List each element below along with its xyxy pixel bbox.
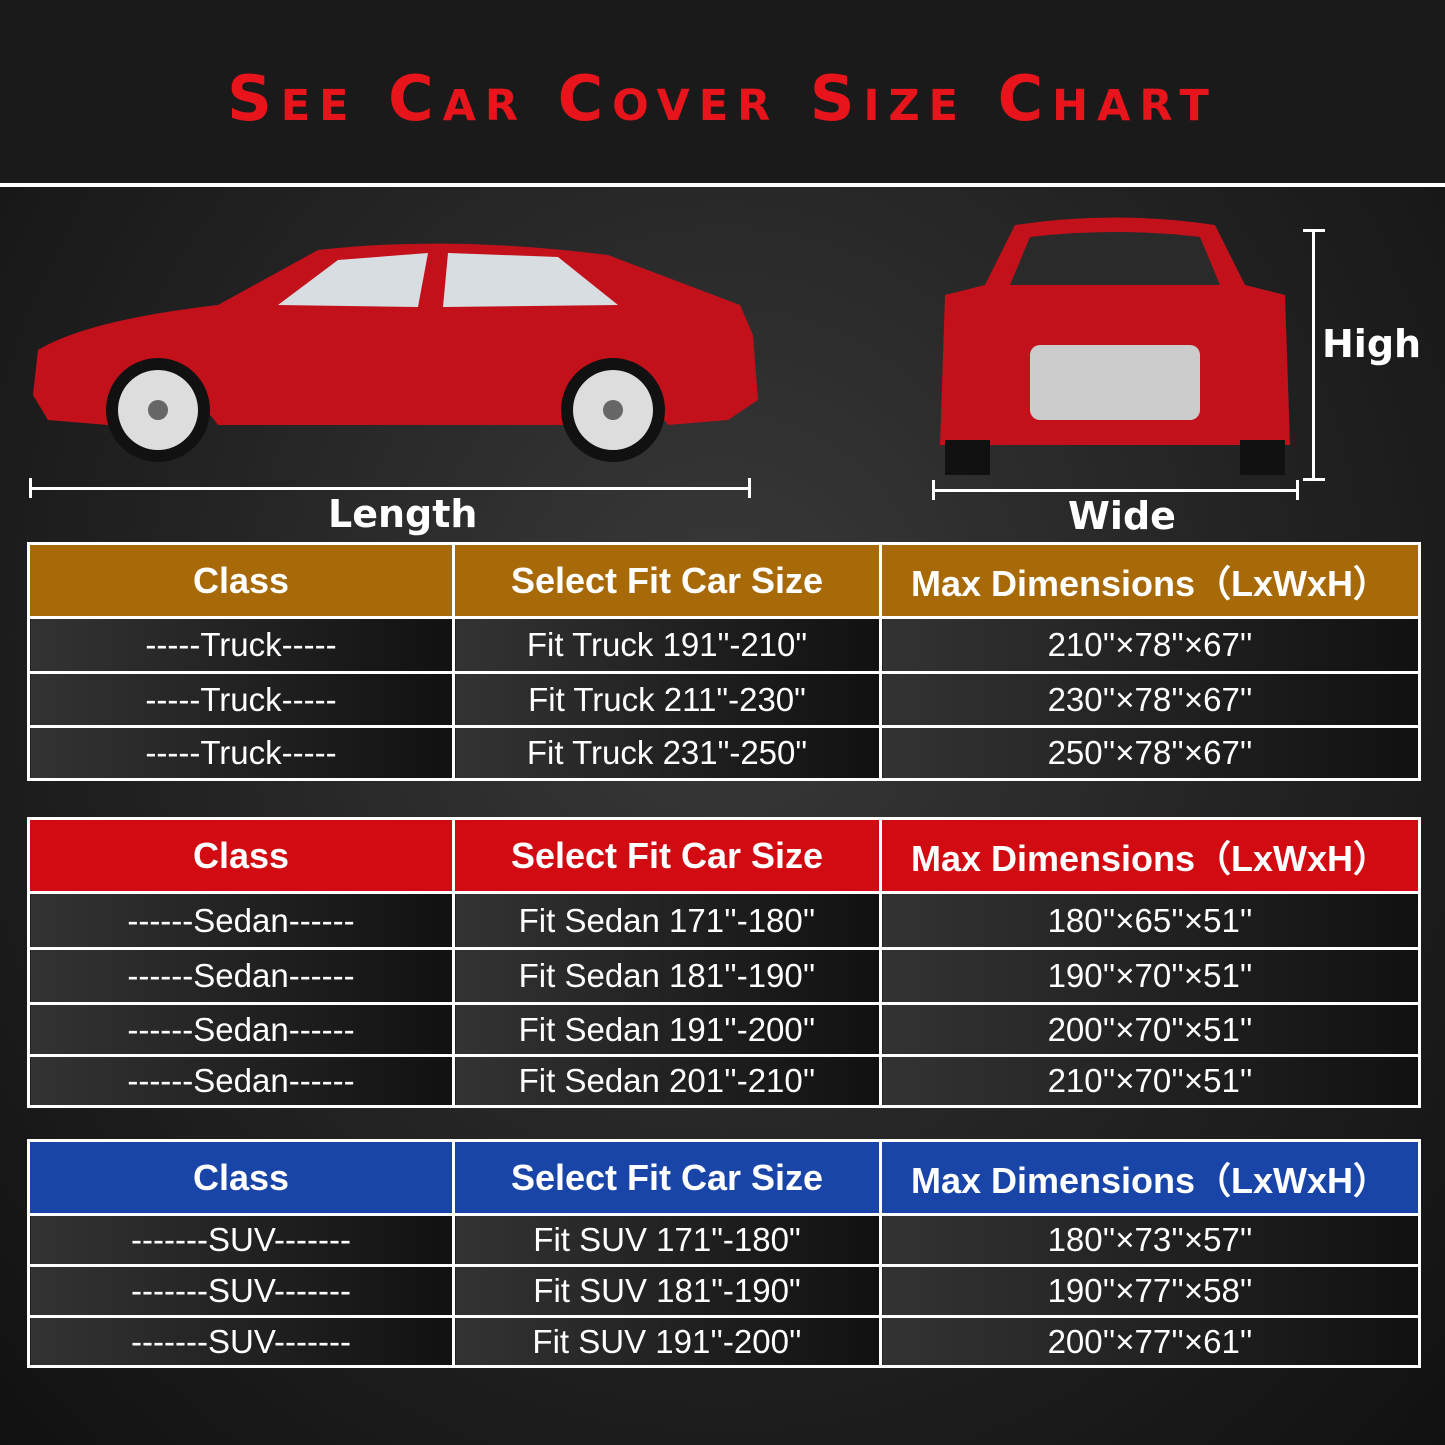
high-tick: [1303, 478, 1325, 481]
max-dimensions-cell: 200''×77''×61'': [879, 1315, 1421, 1368]
header-cell: Max Dimensions（LxWxH）: [879, 1139, 1421, 1216]
page-title: See Car Cover Size Chart: [227, 62, 1218, 135]
wide-tick: [1296, 480, 1299, 500]
fit-size-cell: Fit Truck 191"-210": [452, 616, 882, 674]
class-cell: ------Sedan------: [27, 1054, 455, 1108]
class-cell: -----Truck-----: [27, 671, 455, 728]
table-row: ------Sedan------ Fit Sedan 181''-190'' 19…: [27, 947, 1421, 1005]
table-header-row: Class Select Fit Car Size Max Dimensions（L…: [27, 817, 1421, 894]
table-row: -----Truck----- Fit Truck 231"-250" 250''×…: [27, 725, 1421, 781]
class-cell: ------Sedan------: [27, 947, 455, 1005]
class-cell: ------Sedan------: [27, 1002, 455, 1057]
max-dimensions-cell: 210''×78''×67'': [879, 616, 1421, 674]
fit-size-cell: Fit Truck 231"-250": [452, 725, 882, 781]
fit-size-cell: Fit SUV 181"-190": [452, 1264, 882, 1318]
table-row: -----Truck----- Fit Truck 211"-230" 230''×…: [27, 671, 1421, 728]
fit-size-cell: Fit Sedan 191''-200'': [452, 1002, 882, 1057]
wide-dimension-line: [933, 489, 1298, 492]
class-cell: -------SUV-------: [27, 1213, 455, 1267]
wide-label: Wide: [1068, 494, 1176, 538]
table-row: -----Truck----- Fit Truck 191"-210" 210''×…: [27, 616, 1421, 674]
header-cell: Select Fit Car Size: [452, 817, 882, 894]
wide-tick: [932, 480, 935, 500]
header-cell: Select Fit Car Size: [452, 542, 882, 619]
max-dimensions-cell: 180''×73''×57'': [879, 1213, 1421, 1267]
title-band: [0, 0, 1445, 184]
fit-size-cell: Fit Sedan 181''-190'': [452, 947, 882, 1005]
truck-size-table: Class Select Fit Car Size Max Dimensions（L…: [27, 542, 1421, 781]
high-tick: [1303, 229, 1325, 232]
header-cell: Select Fit Car Size: [452, 1139, 882, 1216]
divider: [0, 183, 1445, 187]
class-cell: -----Truck-----: [27, 725, 455, 781]
sedan-front-image: [940, 217, 1290, 475]
fit-size-cell: Fit SUV 191''-200'': [452, 1315, 882, 1368]
fit-size-cell: Fit Sedan 201''-210'': [452, 1054, 882, 1108]
suv-size-table: Class Select Fit Car Size Max Dimensions（L…: [27, 1139, 1421, 1368]
max-dimensions-cell: 190''×77''×58'': [879, 1264, 1421, 1318]
class-cell: -------SUV-------: [27, 1315, 455, 1368]
table-row: ------Sedan------ Fit Sedan 191''-200'' 20…: [27, 1002, 1421, 1057]
max-dimensions-cell: 200''×70''×51'': [879, 1002, 1421, 1057]
high-dimension-line: [1312, 230, 1315, 480]
class-cell: -------SUV-------: [27, 1264, 455, 1318]
fit-size-cell: Fit Truck 211"-230": [452, 671, 882, 728]
header-cell: Class: [27, 817, 455, 894]
sedan-size-table: Class Select Fit Car Size Max Dimensions（L…: [27, 817, 1421, 1108]
header-cell: Class: [27, 1139, 455, 1216]
sedan-side-image: [33, 243, 758, 462]
table-header-row: Class Select Fit Car Size Max Dimensions（L…: [27, 542, 1421, 619]
table-row: ------Sedan------ Fit Sedan 171''-180'' 18…: [27, 891, 1421, 950]
max-dimensions-cell: 180''×65''×51'': [879, 891, 1421, 950]
table-header-row: Class Select Fit Car Size Max Dimensions（L…: [27, 1139, 1421, 1216]
header-cell: Max Dimensions（LxWxH）: [879, 817, 1421, 894]
class-cell: ------Sedan------: [27, 891, 455, 950]
max-dimensions-cell: 190''×70''×51'': [879, 947, 1421, 1005]
fit-size-cell: Fit SUV 171"-180": [452, 1213, 882, 1267]
table-row: -------SUV------- Fit SUV 181"-190" 190''×…: [27, 1264, 1421, 1318]
length-dimension-line: [30, 487, 750, 490]
max-dimensions-cell: 230''×78''×67'': [879, 671, 1421, 728]
high-label: High: [1322, 322, 1422, 366]
max-dimensions-cell: 210''×70''×51'': [879, 1054, 1421, 1108]
table-row: -------SUV------- Fit SUV 191''-200'' 200'…: [27, 1315, 1421, 1368]
fit-size-cell: Fit Sedan 171''-180'': [452, 891, 882, 950]
table-row: -------SUV------- Fit SUV 171"-180" 180''×…: [27, 1213, 1421, 1267]
length-tick: [748, 478, 751, 498]
table-row: ------Sedan------ Fit Sedan 201''-210'' 21…: [27, 1054, 1421, 1108]
max-dimensions-cell: 250''×78''×67'': [879, 725, 1421, 781]
header-cell: Class: [27, 542, 455, 619]
header-cell: Max Dimensions（LxWxH）: [879, 542, 1421, 619]
length-tick: [29, 478, 32, 498]
class-cell: -----Truck-----: [27, 616, 455, 674]
length-label: Length: [328, 492, 478, 536]
